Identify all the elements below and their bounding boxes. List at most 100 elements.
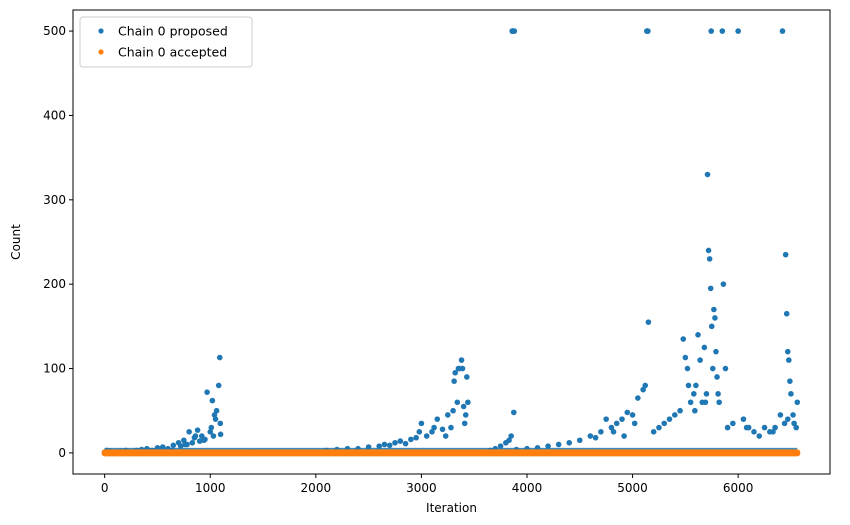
data-point [210, 433, 217, 439]
x-tick-label: 5000 [617, 481, 648, 495]
data-point [716, 399, 722, 406]
x-axis-label: Iteration [426, 501, 477, 515]
data-point [460, 403, 467, 410]
data-point [756, 433, 763, 439]
data-point [462, 412, 469, 418]
data-point [431, 424, 437, 431]
data-point [458, 357, 465, 363]
data-point [787, 378, 793, 385]
data-point [703, 391, 710, 397]
y-tick-label: 0 [58, 446, 66, 460]
data-point [207, 429, 214, 435]
data-point [181, 437, 187, 444]
data-point [706, 256, 713, 262]
data-point [154, 445, 161, 451]
data-point [613, 420, 620, 427]
data-point [711, 306, 717, 313]
data-point [464, 374, 470, 380]
data-point [510, 409, 517, 416]
data-point [781, 420, 788, 427]
data-point [194, 427, 201, 433]
data-point [640, 386, 646, 393]
data-point [719, 28, 726, 34]
y-tick-label: 300 [43, 193, 66, 207]
data-point [402, 440, 409, 447]
data-point [629, 412, 636, 418]
data-point [450, 407, 456, 414]
legend-marker-proposed [98, 28, 104, 34]
data-point [790, 412, 796, 418]
data-point [722, 365, 729, 372]
legend-label-proposed: Chain 0 proposed [118, 24, 228, 39]
data-point [534, 445, 541, 451]
data-point [454, 399, 461, 406]
data-point [217, 420, 224, 427]
data-point [509, 28, 516, 34]
data-point [788, 391, 794, 397]
data-point [413, 434, 419, 441]
data-point [376, 443, 382, 449]
data-point [644, 28, 650, 34]
data-point [661, 420, 668, 427]
data-point [761, 424, 768, 431]
data-point [687, 399, 694, 406]
data-point [608, 424, 615, 431]
data-point [576, 437, 583, 444]
data-point [418, 420, 425, 427]
data-point [794, 399, 801, 406]
data-point [743, 424, 750, 431]
plot-area [101, 28, 801, 457]
data-point [624, 409, 631, 416]
data-point [692, 407, 698, 414]
data-point [714, 374, 720, 380]
data-point [631, 420, 638, 427]
x-tick-label: 6000 [723, 481, 754, 495]
data-point [782, 251, 789, 258]
data-point [448, 424, 454, 431]
data-point [710, 365, 716, 372]
data-point [386, 442, 393, 449]
data-point [177, 443, 184, 449]
data-point [740, 416, 747, 422]
data-point [751, 429, 757, 435]
x-tick-label: 4000 [512, 481, 543, 495]
data-point [708, 323, 715, 330]
x-tick-label: 3000 [406, 481, 437, 495]
data-point [684, 365, 691, 372]
data-point [685, 382, 692, 389]
data-point [720, 281, 727, 287]
data-point [216, 354, 223, 361]
data-point [461, 420, 468, 427]
data-point [793, 424, 800, 431]
data-point [196, 438, 203, 444]
data-point [442, 433, 449, 439]
x-tick-label: 2000 [301, 481, 332, 495]
accepted-baseline-band [101, 449, 801, 457]
data-point [397, 438, 404, 444]
axis-ticks: 0 1000 2000 3000 4000 5000 6000 0 100 200 300 400 50… [43, 24, 753, 495]
data-point [666, 416, 673, 422]
data-point [201, 437, 207, 444]
data-point [708, 28, 715, 34]
data-point [730, 420, 736, 427]
data-point [786, 357, 792, 363]
data-point [408, 436, 414, 443]
data-point [592, 434, 599, 441]
data-point [705, 247, 712, 254]
data-point [610, 429, 617, 435]
data-point [452, 369, 459, 376]
data-point [784, 348, 791, 355]
data-point [701, 344, 708, 351]
data-point [702, 399, 709, 406]
data-point [691, 391, 697, 397]
data-point [429, 429, 435, 435]
data-point [439, 426, 446, 433]
legend: Chain 0 proposed Chain 0 accepted [79, 16, 253, 68]
data-point [697, 357, 703, 363]
data-point [497, 443, 504, 449]
data-point [713, 348, 719, 355]
data-point [208, 424, 215, 431]
data-point [645, 319, 652, 325]
data-point [365, 444, 372, 450]
data-point [416, 429, 423, 435]
